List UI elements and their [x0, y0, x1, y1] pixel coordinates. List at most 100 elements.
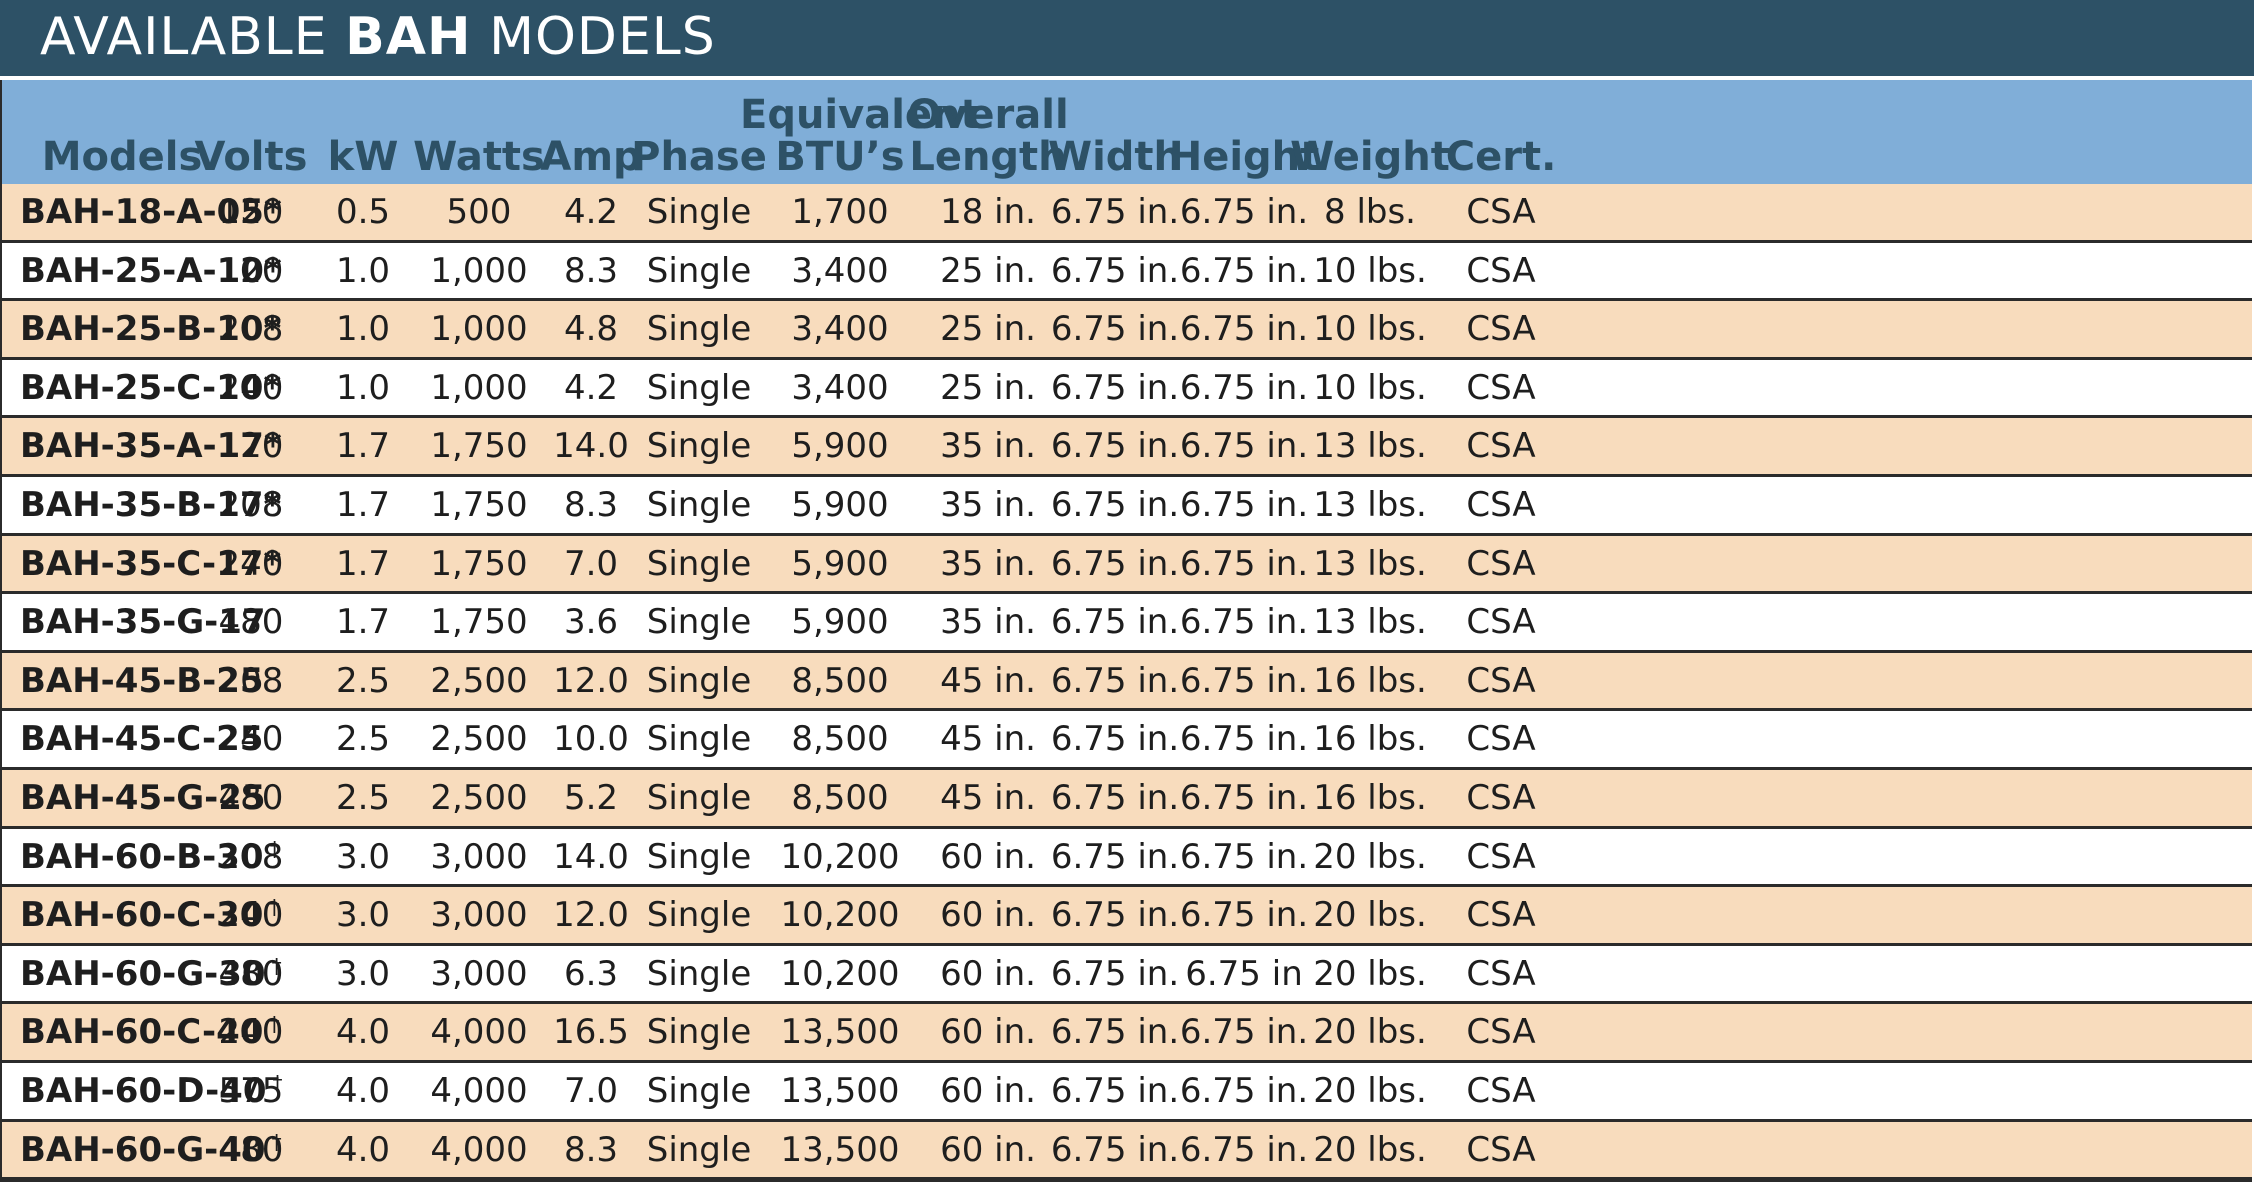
watts-cell: 500	[446, 192, 512, 232]
kw-cell: 3.0	[335, 836, 391, 877]
volts-cell: 480	[218, 778, 284, 818]
table-row: BAH-45-G-25 480 2.5 2,500 5.2 Single 8,500 45 i…	[2, 770, 2252, 829]
kw-cell: 4.0	[335, 1071, 391, 1111]
btu-cell: 10,200	[780, 895, 900, 936]
height-cell: 6.75 in.	[1179, 426, 1309, 467]
model-cell: BAH-60-G-40 †	[2, 1122, 282, 1178]
btu-cell: 1,700	[791, 192, 889, 232]
model-name: BAH-35-A-17*	[20, 426, 282, 467]
amp-cell: 7.0	[563, 1071, 619, 1111]
cert-cell: CSA	[1466, 367, 1536, 408]
btu-cell: 5,900	[791, 485, 889, 525]
model-cell: BAH-18-A-05*	[2, 184, 282, 240]
btu-cell: 3,400	[791, 367, 889, 408]
height-cell: 6.75 in.	[1179, 250, 1309, 291]
model-name: BAH-25-A-10*	[20, 250, 282, 291]
header-width: Width	[1047, 134, 1183, 180]
cert-cell: CSA	[1466, 1071, 1536, 1111]
height-cell: 6.75 in.	[1179, 485, 1309, 525]
amp-cell: 12.0	[553, 660, 629, 701]
table-row: BAH-35-C-17* 240 1.7 1,750 7.0 Single 5,900 35 …	[2, 535, 2252, 595]
width-cell: 6.75 in.	[1050, 953, 1180, 994]
weight-cell: 10 lbs.	[1313, 309, 1427, 350]
table-row: BAH-60-C-30 † 240 3.0 3,000 12.0 Single 10,200 6…	[2, 887, 2252, 946]
header-length: Overall Length	[907, 92, 1069, 180]
model-name: BAH-60-B-30	[20, 836, 264, 877]
table-row: BAH-35-B-17* 208 1.7 1,750 8.3 Single 5,900 35 …	[2, 477, 2252, 536]
weight-cell: 8 lbs.	[1324, 192, 1416, 232]
phase-cell: Single	[646, 367, 752, 408]
kw-cell: 4.0	[335, 1012, 391, 1053]
header-height: Height	[1168, 134, 1320, 180]
width-cell: 6.75 in.	[1050, 1071, 1180, 1111]
watts-cell: 1,750	[430, 543, 528, 584]
volts-cell: 240	[218, 543, 284, 584]
watts-cell: 2,500	[430, 719, 528, 760]
length-cell: 60 in.	[940, 1071, 1036, 1111]
btu-cell: 3,400	[791, 309, 889, 350]
header-watts: Watts	[413, 134, 545, 180]
phase-cell: Single	[646, 719, 752, 760]
model-name: BAH-60-G-40	[20, 1129, 266, 1170]
volts-cell: 480	[218, 1129, 284, 1170]
height-cell: 6.75 in.	[1179, 1071, 1309, 1111]
length-cell: 35 in.	[940, 426, 1036, 467]
model-cell: BAH-25-A-10*	[2, 243, 282, 299]
height-cell: 6.75 in.	[1179, 660, 1309, 701]
width-cell: 6.75 in.	[1050, 543, 1180, 584]
amp-cell: 14.0	[553, 836, 629, 877]
width-cell: 6.75 in.	[1050, 836, 1180, 877]
volts-cell: 120	[218, 192, 284, 232]
volts-cell: 208	[218, 485, 284, 525]
volts-cell: 208	[218, 309, 284, 350]
model-name: BAH-35-B-17*	[20, 485, 282, 525]
volts-cell: 208	[218, 836, 284, 877]
model-name: BAH-25-B-10*	[20, 309, 282, 350]
width-cell: 6.75 in.	[1050, 1129, 1180, 1170]
watts-cell: 1,750	[430, 485, 528, 525]
kw-cell: 4.0	[335, 1129, 391, 1170]
model-name: BAH-45-G-25	[20, 778, 266, 818]
btu-cell: 5,900	[791, 426, 889, 467]
height-cell: 6.75 in	[1185, 953, 1303, 994]
title-bold: BAH	[345, 7, 472, 67]
kw-cell: 1.7	[335, 426, 391, 467]
header-volts: Volts	[194, 134, 308, 180]
height-cell: 6.75 in.	[1179, 1129, 1309, 1170]
width-cell: 6.75 in.	[1050, 309, 1180, 350]
table-header: Models Volts kW Watts Amp Phase Equivalent BTU’…	[2, 80, 2252, 184]
kw-cell: 1.7	[335, 543, 391, 584]
header-btu: Equivalent BTU’s	[740, 92, 980, 180]
height-cell: 6.75 in.	[1179, 778, 1309, 818]
width-cell: 6.75 in.	[1050, 367, 1180, 408]
weight-cell: 13 lbs.	[1313, 485, 1427, 525]
weight-cell: 13 lbs.	[1313, 602, 1427, 643]
model-name: BAH-60-G-30	[20, 953, 266, 994]
table-row: BAH-60-C-40 † 240 4.0 4,000 16.5 Single 13,500 6…	[2, 1004, 2252, 1063]
dagger-mark: †	[269, 1012, 280, 1037]
phase-cell: Single	[646, 778, 752, 818]
height-cell: 6.75 in.	[1179, 836, 1309, 877]
amp-cell: 8.3	[563, 1129, 619, 1170]
amp-cell: 10.0	[553, 719, 629, 760]
cert-cell: CSA	[1466, 1012, 1536, 1053]
cert-cell: CSA	[1466, 543, 1536, 584]
length-cell: 60 in.	[940, 895, 1036, 936]
volts-cell: 240	[218, 719, 284, 760]
cert-cell: CSA	[1466, 660, 1536, 701]
model-name: BAH-45-B-25	[20, 660, 264, 701]
model-cell: BAH-35-C-17*	[2, 536, 281, 592]
model-cell: BAH-60-C-30 †	[2, 887, 279, 943]
model-cell: BAH-45-G-25	[2, 770, 270, 826]
kw-cell: 1.7	[335, 485, 391, 525]
watts-cell: 4,000	[430, 1012, 528, 1053]
model-cell: BAH-60-D-40 †	[2, 1063, 283, 1119]
amp-cell: 8.3	[563, 250, 619, 291]
kw-cell: 0.5	[335, 192, 391, 232]
weight-cell: 10 lbs.	[1313, 367, 1427, 408]
amp-cell: 14.0	[553, 426, 629, 467]
table-row: BAH-25-C-10* 240 1.0 1,000 4.2 Single 3,400 25 …	[2, 359, 2252, 419]
length-cell: 60 in.	[940, 1012, 1036, 1053]
volts-cell: 575	[218, 1071, 284, 1111]
amp-cell: 3.6	[563, 602, 619, 643]
